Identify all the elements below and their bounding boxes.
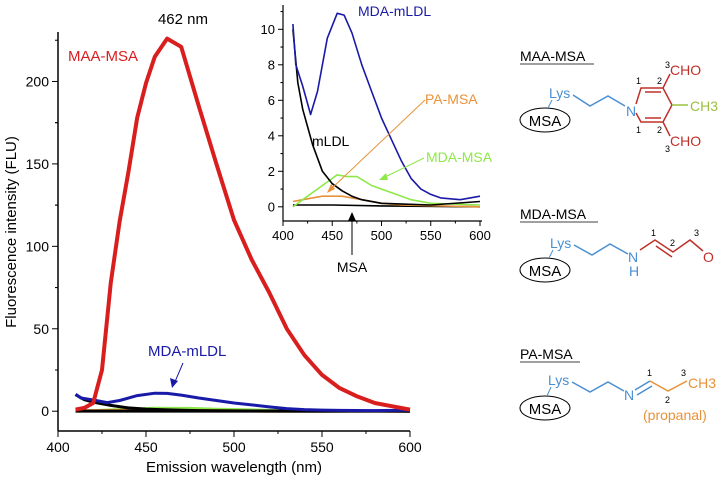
- inset-label-msa: MSA: [337, 259, 368, 275]
- position-3: 3: [681, 368, 686, 378]
- structure-title: PA-MSA: [520, 346, 573, 362]
- position-1: 1: [651, 228, 656, 238]
- maa-msa-label: MAA-MSA: [68, 48, 138, 65]
- y-tick-label: 2: [268, 164, 275, 179]
- x-tick-label: 500: [371, 228, 393, 243]
- cho-bottom: CHO: [670, 133, 701, 149]
- inset-chart: 400 450 500 550 600 0 2 4 6 8 10 MDA-mLDL mLDL PA-…: [261, 3, 493, 275]
- x-tick-label: 400: [272, 228, 294, 243]
- n-atom: N: [624, 387, 634, 403]
- peak-annotation: 462 nm: [158, 11, 208, 28]
- mda-mldl-label-main: MDA-mLDL: [148, 343, 226, 360]
- h-atom: H: [629, 263, 639, 279]
- structure-title: MDA-MSA: [520, 206, 587, 222]
- position-3: 3: [665, 60, 670, 70]
- y-tick-label: 200: [26, 73, 50, 89]
- lys-label: Lys: [550, 235, 571, 251]
- lys-label: Lys: [549, 85, 570, 101]
- x-tick-label: 400: [46, 439, 70, 455]
- y-tick-label: 6: [268, 93, 275, 108]
- inset-label-mldl: mLDL: [312, 133, 350, 149]
- protein-label: MSA: [529, 263, 562, 280]
- lys-label: Lys: [548, 372, 569, 388]
- mda-mldl-arrowhead: [170, 378, 178, 388]
- inset-label-mda-msa: MDA-MSA: [426, 149, 493, 165]
- x-tick-label: 600: [398, 439, 422, 455]
- inset-label-mda-mldl: MDA-mLDL: [358, 3, 431, 19]
- position-1: 1: [647, 368, 652, 378]
- x-tick-label: 550: [420, 228, 442, 243]
- y-tick-label: 0: [268, 199, 275, 214]
- y-tick-label: 8: [268, 57, 275, 72]
- inset-label-pa-msa: PA-MSA: [425, 91, 478, 107]
- structure-maa-msa: MAA-MSA MSA Lys N CHO CHO CH3 1 1 2 2 3 …: [520, 48, 718, 154]
- propanal-note: (propanal): [643, 407, 707, 423]
- y-axis-label: Fluorescence intensity (FLU): [3, 136, 20, 328]
- position-3: 3: [694, 228, 699, 238]
- position-2: 2: [670, 238, 675, 248]
- structure-title: MAA-MSA: [520, 48, 586, 64]
- position-1: 1: [636, 125, 641, 135]
- o-atom: O: [703, 249, 714, 265]
- ch3-group: CH3: [688, 375, 716, 391]
- n-atom: N: [626, 103, 636, 119]
- x-tick-label: 550: [310, 439, 334, 455]
- x-axis-label: Emission wavelength (nm): [146, 459, 322, 476]
- protein-label: MSA: [529, 401, 562, 418]
- y-tick-label: 4: [268, 128, 275, 143]
- ch3-group: CH3: [690, 98, 718, 114]
- cho-top: CHO: [670, 62, 701, 78]
- position-2: 2: [665, 395, 670, 405]
- x-tick-label: 450: [321, 228, 343, 243]
- position-2: 2: [657, 76, 662, 86]
- position-3: 3: [665, 144, 670, 154]
- protein-label: MSA: [529, 113, 562, 130]
- y-tick-label: 0: [41, 403, 49, 419]
- x-tick-label: 600: [469, 228, 491, 243]
- y-tick-label: 150: [26, 156, 50, 172]
- y-tick-label: 100: [26, 238, 50, 254]
- x-tick-label: 450: [134, 439, 158, 455]
- y-tick-label: 50: [33, 321, 49, 337]
- structure-pa-msa: PA-MSA MSA Lys N CH3 (propanal) 1 2 3: [520, 346, 716, 423]
- structure-mda-msa: MDA-MSA MSA Lys N H O 1 2 3: [520, 206, 714, 282]
- y-tick-label: 10: [261, 22, 275, 37]
- x-tick-label: 500: [222, 439, 246, 455]
- position-1: 1: [636, 76, 641, 86]
- position-2: 2: [657, 125, 662, 135]
